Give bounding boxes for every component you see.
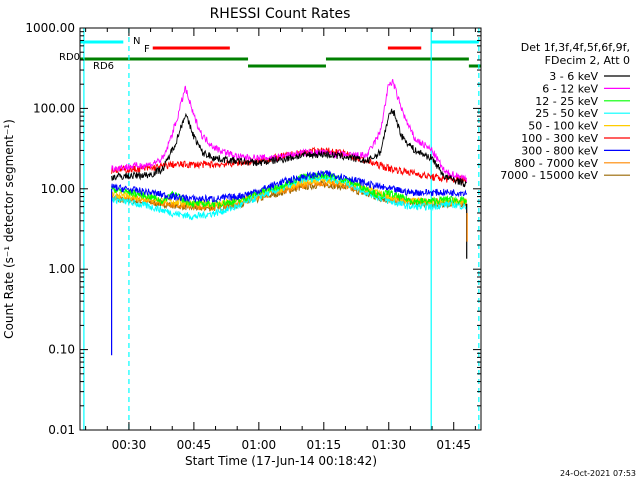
y-tick-label: 1000.00 xyxy=(25,21,75,35)
series-line xyxy=(111,173,467,221)
y-tick-label: 1.00 xyxy=(48,262,75,276)
y-axis-label: Count Rate (s⁻¹ detector segment⁻¹) xyxy=(2,119,16,339)
legend-label: 25 - 50 keV xyxy=(535,107,598,120)
night-bar-label: N xyxy=(133,36,140,47)
status-bars: NF RD0 RD6 xyxy=(59,36,481,72)
legend-label: 800 - 7000 keV xyxy=(514,157,598,170)
legend-label: 50 - 100 keV xyxy=(528,120,598,133)
x-tick-label: 00:30 xyxy=(112,438,147,452)
series-line xyxy=(111,78,467,183)
legend-label: 7000 - 15000 keV xyxy=(500,169,598,182)
saa-lines xyxy=(83,28,480,430)
axes: 1000.00 100.00 10.00 1.00 0.10 0.01 00:30 00:45… xyxy=(25,21,481,452)
plot-frame xyxy=(79,27,482,431)
chart-title: RHESSI Count Rates xyxy=(210,6,351,22)
series-lines xyxy=(111,78,468,356)
legend-label: 300 - 800 keV xyxy=(521,144,598,157)
legend-label: 3 - 6 keV xyxy=(549,70,598,83)
x-tick-label: 01:30 xyxy=(371,438,406,452)
x-tick-label: 00:45 xyxy=(177,438,212,452)
x-tick-label: 01:00 xyxy=(242,438,277,452)
y-tick-label: 0.01 xyxy=(48,423,75,437)
legend-label: 100 - 300 keV xyxy=(521,132,598,145)
legend-header-2: FDecim 2, Att 0 xyxy=(545,54,630,67)
y-tick-label: 0.10 xyxy=(48,343,75,357)
flare-bar-label: F xyxy=(144,44,150,55)
series-line xyxy=(111,171,467,208)
series-line xyxy=(111,170,467,204)
footer-date: 24-Oct-2021 07:53 xyxy=(560,469,636,478)
series-line xyxy=(111,108,467,188)
x-tick-label: 01:15 xyxy=(307,438,342,452)
rd6-bar-label: RD6 xyxy=(93,61,114,72)
legend-label: 6 - 12 keV xyxy=(542,82,598,95)
x-tick-label: 01:45 xyxy=(436,438,471,452)
series-line xyxy=(111,178,467,212)
legend-label: 12 - 25 keV xyxy=(535,95,598,108)
rd0-bar-label: RD0 xyxy=(59,52,80,63)
y-tick-label: 10.00 xyxy=(41,182,75,196)
x-axis-label: Start Time (17-Jun-14 00:18:42) xyxy=(185,454,377,468)
legend-header-1: Det 1f,3f,4f,5f,6f,9f, xyxy=(521,41,630,54)
y-tick-label: 100.00 xyxy=(33,101,75,115)
